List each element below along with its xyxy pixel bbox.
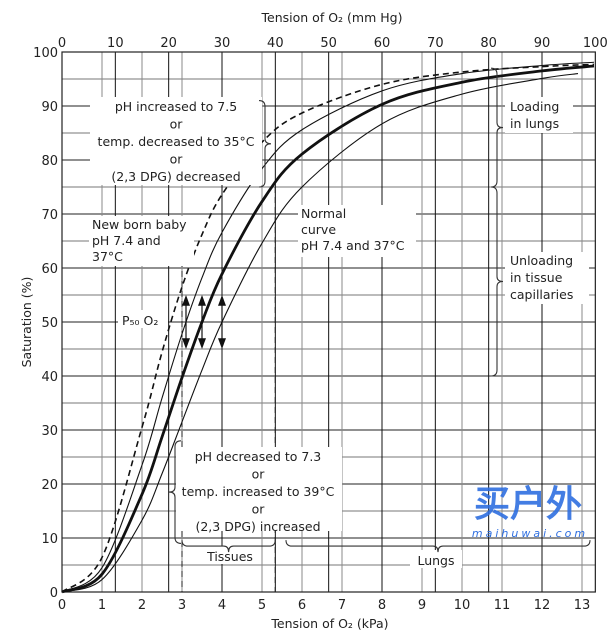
x-tick-label: 4: [218, 598, 226, 613]
x-tick-label: 7: [338, 598, 346, 613]
curve-series-3: [61, 64, 595, 594]
y-tick-label: 70: [41, 208, 58, 223]
arrow-up-icon: [182, 295, 190, 306]
left-shift-label-line: or: [170, 117, 184, 132]
x2-tick-label: 50: [320, 36, 337, 51]
left-shift-label-line: pH increased to 7.5: [115, 99, 237, 114]
arrow-down-icon: [218, 338, 226, 349]
newborn-label-line: pH 7.4 and: [92, 233, 161, 248]
y-tick-label: 100: [33, 46, 58, 61]
y-tick-label: 40: [41, 370, 58, 385]
p50-background: [118, 310, 168, 328]
curves: [61, 61, 595, 594]
y-tick-label: 50: [41, 316, 58, 331]
x-tick-label: 2: [138, 598, 146, 613]
left-shift-label-line: (2,3 DPG) decreased: [111, 169, 240, 184]
right-shift-label-line: pH decreased to 7.3: [195, 449, 322, 464]
lungs-brace: [285, 540, 591, 553]
x2-tick-label: 100: [583, 36, 608, 51]
reference-lines: [181, 187, 276, 592]
x2-tick-label: 90: [534, 36, 551, 51]
x-tick-label: 10: [454, 598, 471, 613]
left-shift-label-line: temp. decreased to 35°C: [98, 134, 255, 149]
normal-curve-label-line: pH 7.4 and 37°C: [301, 238, 405, 253]
x2-tick-label: 60: [374, 36, 391, 51]
tissues-brace: [181, 540, 276, 553]
x2-tick-label: 10: [107, 36, 124, 51]
arrow-down-icon: [198, 338, 206, 349]
watermark-text: maihuwai.com: [472, 527, 588, 540]
tissues-label: Tissues: [206, 549, 253, 564]
right-shift-brace: [168, 440, 182, 544]
y-tick-label: 80: [41, 154, 58, 169]
x2-tick-label: 40: [267, 36, 284, 51]
tissues-background: [200, 546, 260, 564]
x2-tick-label: 20: [160, 36, 177, 51]
left-shift-label-background: [90, 97, 262, 185]
curve-series-4: [61, 73, 579, 593]
watermark-logo: 买户外: [474, 484, 582, 525]
normal-curve-label-line: Normal: [301, 206, 346, 221]
arrow-down-icon: [182, 338, 190, 349]
newborn-label-line: 37°C: [92, 249, 123, 264]
bottom-axis-title: Tension of O₂ (kPa): [270, 616, 388, 631]
y-axis-title: Saturation (%): [19, 277, 34, 368]
lungs-label: Lungs: [417, 553, 454, 568]
y-tick-label: 20: [41, 478, 58, 493]
x2-tick-label: 30: [214, 36, 231, 51]
x-tick-label: 12: [534, 598, 551, 613]
x-tick-label: 5: [258, 598, 266, 613]
unloading-label-line: Unloading: [510, 253, 573, 268]
x-tick-label: 0: [58, 598, 66, 613]
left-shift-label-line: or: [170, 152, 184, 167]
x2-tick-label: 0: [58, 36, 66, 51]
p50-label: P₅₀ O₂: [122, 313, 158, 328]
x-tick-label: 3: [178, 598, 186, 613]
normal-curve-label-background: [298, 205, 416, 257]
loading-in-lungs-label-line: in lungs: [510, 116, 559, 131]
left-shift-brace: [258, 100, 272, 188]
x-tick-label: 13: [574, 598, 591, 613]
right-shift-label-line: or: [252, 502, 266, 517]
x2-tick-label: 70: [427, 36, 444, 51]
right-shift-label-line: temp. increased to 39°C: [182, 484, 335, 499]
arrow-up-icon: [218, 295, 226, 306]
y-tick-label: 30: [41, 424, 58, 439]
lungs-background: [410, 550, 462, 568]
newborn-label-line: New born baby: [92, 217, 187, 232]
x-tick-label: 6: [298, 598, 306, 613]
unloading-brace: [490, 186, 504, 377]
x-tick-label: 1: [98, 598, 106, 613]
normal-curve-label-line: curve: [301, 222, 336, 237]
right-shift-label-line: or: [252, 467, 266, 482]
curve-series-1: [61, 63, 595, 593]
annotations: pH increased to 7.5 or temp. decreased to …: [89, 67, 591, 568]
watermark: 买户外 maihuwai.com: [472, 484, 588, 540]
x-tick-label: 8: [378, 598, 386, 613]
y-tick-label: 10: [41, 532, 58, 547]
y-tick-label: 60: [41, 262, 58, 277]
loading-in-lungs-label-line: Loading: [510, 99, 559, 114]
arrow-up-icon: [198, 295, 206, 306]
top-axis-title: Tension of O₂ (mm Hg): [261, 10, 403, 25]
loading-in-lungs-label-background: [505, 97, 573, 133]
unloading-label-background: [505, 252, 589, 304]
plot-frame: [61, 51, 596, 593]
right-shift-label-background: [176, 447, 342, 531]
x-tick-label: 9: [418, 598, 426, 613]
y-tick-label: 0: [50, 586, 58, 601]
newborn-label-background: [89, 216, 194, 266]
right-shift-label-line: (2,3 DPG) increased: [195, 519, 320, 534]
curve-series-2: [61, 61, 595, 593]
unloading-label-line: in tissue: [510, 270, 563, 285]
x2-tick-label: 80: [480, 36, 497, 51]
unloading-label-line: capillaries: [510, 287, 573, 302]
loading-brace: [490, 67, 504, 188]
x-tick-label: 11: [494, 598, 511, 613]
y-tick-label: 90: [41, 100, 58, 115]
